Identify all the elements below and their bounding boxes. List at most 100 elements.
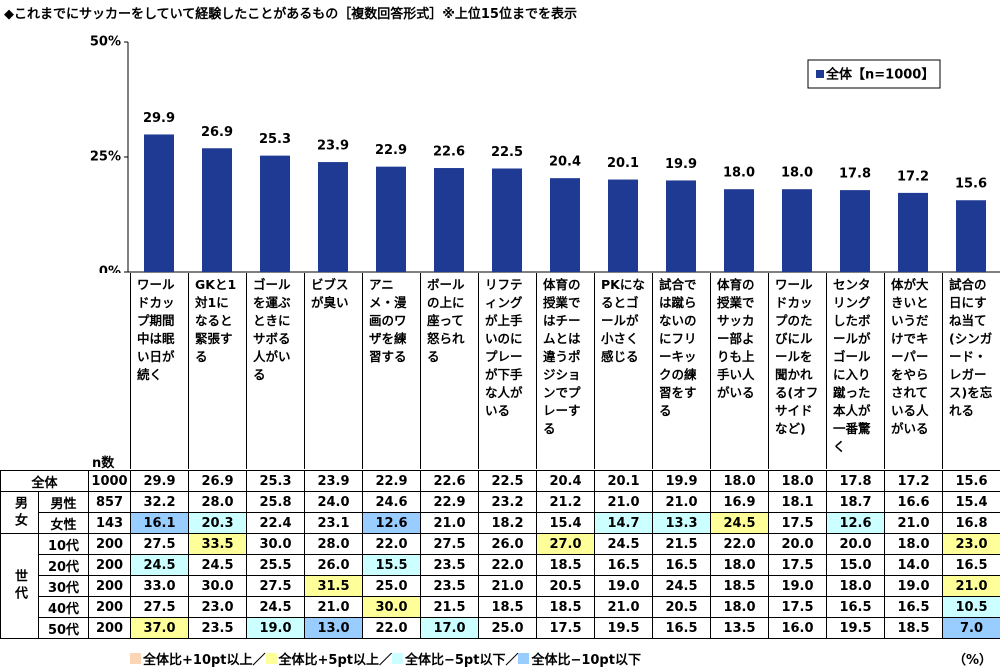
- bar: [144, 134, 174, 272]
- value-cell: 23.5: [420, 575, 480, 597]
- value-label: 23.9: [317, 139, 349, 154]
- value-cell: 17.5: [768, 554, 828, 576]
- bar: [840, 190, 870, 272]
- group-label: 男女: [0, 491, 39, 534]
- bar: [492, 168, 522, 272]
- table-row: 男女 男性 857 32.2 28.0 25.8 24.0 24.6 22.9 23.2 21.2 2…: [0, 491, 1000, 534]
- value-cell: 19.5: [826, 617, 886, 639]
- value-cell: 24.5: [246, 596, 306, 618]
- y-tick-label: 50%: [90, 35, 121, 50]
- category-label: 体育の授業でサッカー部よりも上手い人がいる: [710, 273, 768, 469]
- value-cell: 16.5: [942, 554, 1000, 576]
- n-cell: 1000: [88, 470, 132, 492]
- value-cell: 22.0: [362, 617, 422, 639]
- category-label: ボールの上に座って怒られる: [420, 273, 478, 469]
- value-cell: 16.9: [710, 491, 770, 513]
- n-cell: 200: [88, 617, 132, 639]
- legend-label: 全体比−10pt以下: [531, 653, 641, 668]
- value-label: 17.8: [839, 167, 871, 182]
- value-cell: 22.0: [478, 554, 538, 576]
- value-cell: 24.0: [304, 491, 364, 513]
- value-cell: 29.9: [130, 470, 190, 492]
- value-cell: 37.0: [130, 617, 190, 639]
- value-cell: 16.6: [884, 491, 944, 513]
- category-label: 体が大きいというだけでキーパーをやらされている人がいる: [884, 273, 942, 469]
- value-cell: 21.5: [652, 533, 712, 555]
- legend-swatch: [518, 653, 530, 664]
- legend-swatch: [391, 653, 403, 664]
- n-cell: 200: [88, 596, 132, 618]
- y-tick-label: 0%: [99, 265, 121, 274]
- legend-label: 全体比+5pt以上／: [278, 653, 392, 668]
- value-cell: 16.5: [826, 596, 886, 618]
- value-cell: 22.9: [362, 470, 422, 492]
- category-label: ビブスが臭い: [304, 273, 362, 469]
- table-row: 全体 1000 29.9 26.9 25.3 23.9 22.9 22.6 22.5 20.4 20…: [0, 470, 1000, 492]
- value-cell: 26.9: [188, 470, 248, 492]
- bar: [318, 162, 348, 272]
- value-label: 29.9: [143, 111, 175, 126]
- value-cell: 20.0: [768, 533, 828, 555]
- n-cell: 857: [88, 491, 132, 513]
- table-body: 全体 1000 29.9 26.9 25.3 23.9 22.9 22.6 22.5 20.4 20…: [0, 470, 1000, 639]
- value-cell: 33.0: [130, 575, 190, 597]
- value-cell: 18.5: [710, 575, 770, 597]
- value-cell: 27.0: [536, 533, 596, 555]
- value-cell: 30.0: [246, 533, 306, 555]
- value-cell: 13.3: [652, 512, 712, 534]
- value-cell: 25.5: [246, 554, 306, 576]
- value-cell: 22.0: [362, 533, 422, 555]
- category-label: 試合では蹴らないのにフリーキックの練習をする: [652, 273, 710, 469]
- value-cell: 32.2: [130, 491, 190, 513]
- value-cell: 20.0: [826, 533, 886, 555]
- category-label: PKになるとゴールが小さく感じる: [594, 273, 652, 469]
- value-cell: 14.7: [594, 512, 654, 534]
- value-cell: 15.0: [826, 554, 886, 576]
- value-cell: 21.0: [942, 575, 1000, 597]
- value-cell: 17.5: [768, 596, 828, 618]
- legend-label: 全体【n=1000】: [825, 67, 934, 83]
- n-cell: 200: [88, 575, 132, 597]
- value-cell: 20.3: [188, 512, 248, 534]
- value-cell: 20.5: [536, 575, 596, 597]
- value-cell: 17.8: [826, 470, 886, 492]
- y-tick-label: 25%: [90, 150, 121, 165]
- value-cell: 12.6: [362, 512, 422, 534]
- category-label: 試合の日にすね当て(シンガード・レガース)を忘れる: [942, 273, 1000, 469]
- value-cell: 19.0: [768, 575, 828, 597]
- value-cell: 18.0: [826, 575, 886, 597]
- value-cell: 18.0: [710, 554, 770, 576]
- value-cell: 24.5: [594, 533, 654, 555]
- value-cell: 20.5: [652, 596, 712, 618]
- value-cell: 23.1: [304, 512, 364, 534]
- value-cell: 18.0: [884, 533, 944, 555]
- value-cell: 30.0: [188, 575, 248, 597]
- table-row: 20代 200 24.5 24.5 25.5 26.0 15.5 23.5 22.0 18.5 16…: [1, 554, 1000, 576]
- value-cell: 18.0: [768, 470, 828, 492]
- table-row: 50代 200 37.0 23.5 19.0 13.0 22.0 17.0 25.0 17.5 19…: [1, 617, 1000, 639]
- category-label: センタリングしたボールがゴールに入り蹴った本人が一番驚く: [826, 273, 884, 469]
- category-label: ワールドカップのたびにルールを聞かれる(オフサイドなど): [768, 273, 826, 469]
- value-cell: 23.2: [478, 491, 538, 513]
- value-cell: 21.5: [420, 596, 480, 618]
- value-label: 20.1: [607, 156, 639, 171]
- value-cell: 18.0: [710, 596, 770, 618]
- value-cell: 19.9: [652, 470, 712, 492]
- value-cell: 21.0: [594, 491, 654, 513]
- value-label: 15.6: [955, 177, 987, 192]
- n-cell: 143: [88, 512, 132, 534]
- value-cell: 18.5: [536, 596, 596, 618]
- bar: [898, 192, 928, 272]
- value-cell: 18.5: [478, 596, 538, 618]
- value-cell: 25.3: [246, 470, 306, 492]
- value-cell: 23.5: [420, 554, 480, 576]
- category-label: アニメ・漫画のワザを練習する: [362, 273, 420, 469]
- value-cell: 17.2: [884, 470, 944, 492]
- value-cell: 24.5: [188, 554, 248, 576]
- unit: （%）: [952, 653, 992, 668]
- category-label: リフティングが上手いのにプレーが下手な人がいる: [478, 273, 536, 469]
- chart: 0% 25% 50% 29.9 26.9 25.3 23.9 22.9 22.6 22.5 20.4…: [90, 35, 1000, 274]
- row-label: 50代: [37, 617, 90, 639]
- bar: [260, 155, 290, 272]
- value-cell: 15.6: [942, 470, 1000, 492]
